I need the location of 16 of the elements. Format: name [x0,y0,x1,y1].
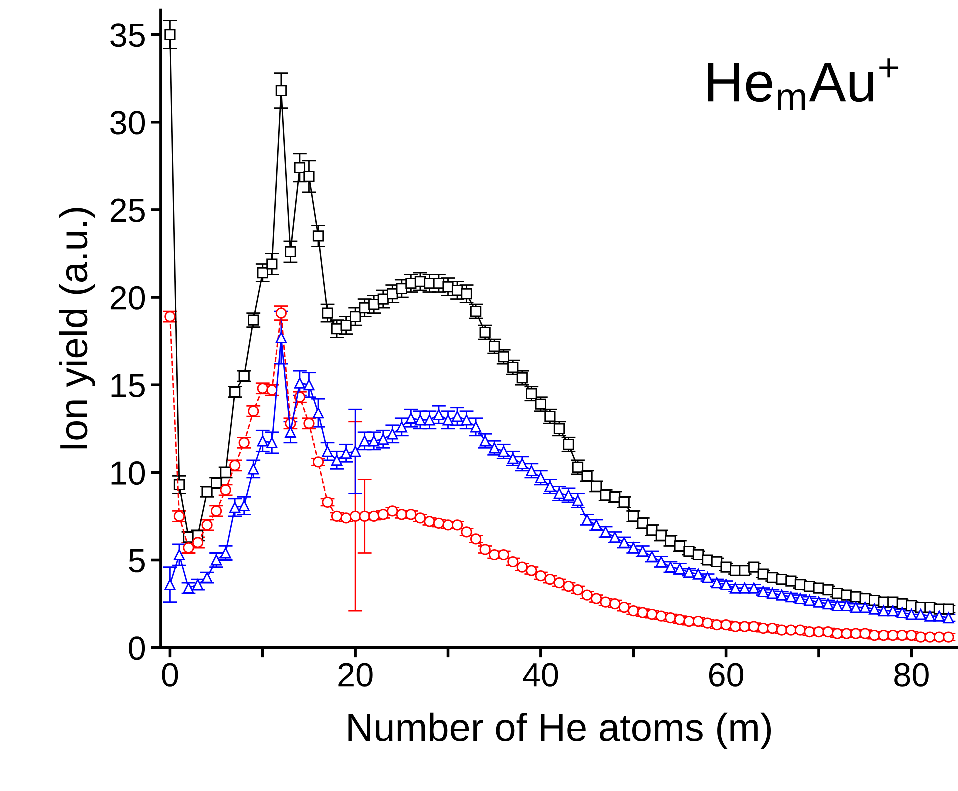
x-tick-label: 60 [709,663,744,687]
y-tick-label: 0 [129,636,146,660]
y-axis-title: Ion yield (a.u.) [59,208,96,449]
x-tick-label: 40 [523,663,558,687]
y-tick-label: 5 [129,549,145,573]
y-tick-label: 15 [112,374,145,398]
x-tick-label: 80 [894,663,929,687]
y-tick-label: 30 [110,111,146,135]
y-tick-label: 35 [110,24,145,48]
y-tick-label: 20 [110,286,146,310]
y-tick-label: 25 [110,198,145,222]
annotation: He$_{m}$Au$^{+}$ [708,58,899,110]
x-axis-title: Number of He atoms (m) [348,712,772,750]
y-tick-label: 10 [112,461,146,486]
x-tick-label: 20 [338,663,373,687]
x-tick-label: 0 [162,663,178,687]
